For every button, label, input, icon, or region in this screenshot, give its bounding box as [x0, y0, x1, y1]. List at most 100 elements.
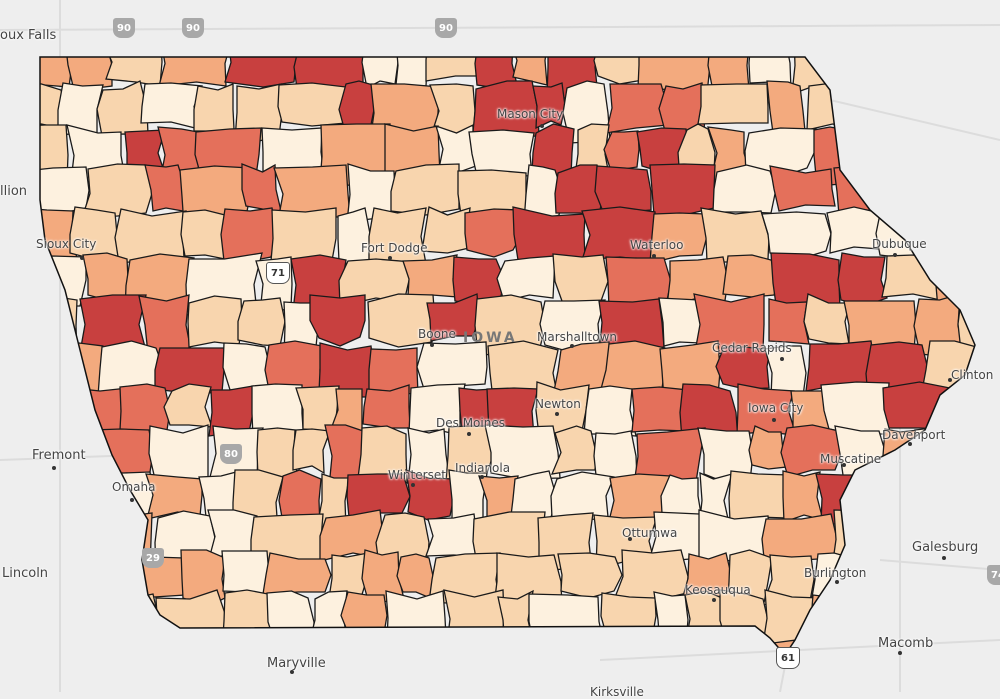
district[interactable] [421, 206, 471, 254]
district[interactable] [468, 129, 535, 177]
district[interactable] [15, 637, 87, 691]
district[interactable] [591, 637, 644, 692]
district[interactable] [658, 297, 702, 347]
district[interactable] [840, 636, 883, 687]
district[interactable] [496, 255, 556, 302]
district[interactable] [881, 254, 946, 302]
district[interactable] [385, 590, 447, 644]
district[interactable] [51, 472, 92, 525]
district[interactable] [96, 80, 149, 137]
district[interactable] [820, 381, 891, 435]
district[interactable] [114, 208, 187, 264]
district[interactable] [158, 39, 232, 87]
district[interactable] [277, 82, 347, 127]
district[interactable] [550, 425, 597, 475]
district[interactable] [882, 381, 956, 430]
district[interactable] [292, 428, 331, 475]
district[interactable] [660, 474, 702, 517]
district[interactable] [512, 206, 586, 262]
district[interactable] [455, 637, 495, 686]
district[interactable] [613, 549, 689, 602]
district[interactable] [957, 427, 1000, 481]
district[interactable] [728, 470, 790, 522]
district[interactable] [140, 82, 203, 130]
district[interactable] [15, 35, 73, 90]
district[interactable] [600, 592, 657, 640]
district[interactable] [889, 36, 957, 92]
district[interactable] [266, 590, 315, 654]
district[interactable] [881, 124, 923, 174]
district[interactable] [464, 208, 523, 258]
district[interactable] [426, 293, 480, 342]
district[interactable] [532, 82, 566, 130]
district[interactable] [221, 589, 275, 652]
district[interactable] [20, 509, 92, 560]
district[interactable] [875, 164, 922, 228]
district[interactable] [557, 552, 623, 599]
district[interactable] [103, 39, 163, 87]
district[interactable] [117, 638, 168, 688]
district[interactable] [528, 593, 605, 648]
district[interactable] [950, 81, 1000, 138]
district[interactable] [69, 206, 120, 261]
district[interactable] [15, 471, 62, 531]
district[interactable] [832, 509, 904, 568]
district[interactable] [631, 386, 689, 433]
district[interactable] [337, 207, 372, 267]
district[interactable] [362, 384, 411, 429]
district[interactable] [603, 130, 640, 172]
district[interactable] [80, 637, 121, 684]
district[interactable] [948, 381, 1000, 443]
district[interactable] [593, 40, 646, 85]
district[interactable] [837, 252, 888, 307]
district[interactable] [847, 127, 890, 176]
district[interactable] [340, 591, 388, 640]
district[interactable] [952, 36, 1000, 93]
district[interactable] [361, 35, 400, 89]
district[interactable] [581, 206, 658, 262]
district[interactable] [916, 163, 957, 226]
district[interactable] [823, 35, 898, 91]
district[interactable] [357, 425, 408, 484]
district[interactable] [637, 637, 705, 692]
district[interactable] [18, 207, 78, 260]
district[interactable] [55, 549, 123, 606]
district[interactable] [697, 83, 769, 125]
district[interactable] [17, 592, 75, 637]
district[interactable] [748, 425, 787, 470]
district[interactable] [402, 254, 459, 298]
district[interactable] [64, 35, 113, 90]
district[interactable] [87, 428, 154, 477]
district[interactable] [262, 552, 332, 595]
district[interactable] [221, 550, 271, 597]
district[interactable] [368, 207, 427, 265]
district[interactable] [947, 165, 1000, 216]
district[interactable] [69, 387, 129, 435]
district[interactable] [761, 211, 832, 261]
district[interactable] [443, 589, 505, 645]
district[interactable] [712, 164, 777, 214]
district[interactable] [899, 591, 961, 640]
district[interactable] [491, 636, 532, 692]
district[interactable] [224, 39, 301, 88]
district[interactable] [509, 35, 549, 86]
district[interactable] [971, 636, 1000, 687]
district[interactable] [861, 469, 919, 520]
district[interactable] [148, 424, 209, 481]
district[interactable] [598, 298, 665, 350]
district[interactable] [220, 207, 279, 262]
district[interactable] [81, 163, 153, 219]
district[interactable] [167, 638, 236, 690]
district[interactable] [970, 258, 1000, 306]
district[interactable] [653, 591, 689, 646]
district[interactable] [769, 165, 836, 212]
district[interactable] [715, 346, 771, 390]
district[interactable] [780, 424, 844, 478]
district[interactable] [19, 382, 77, 432]
district[interactable] [367, 293, 436, 348]
district[interactable] [16, 340, 59, 398]
district[interactable] [405, 469, 455, 521]
district[interactable] [552, 253, 609, 306]
district[interactable] [16, 255, 87, 307]
district[interactable] [193, 83, 235, 132]
